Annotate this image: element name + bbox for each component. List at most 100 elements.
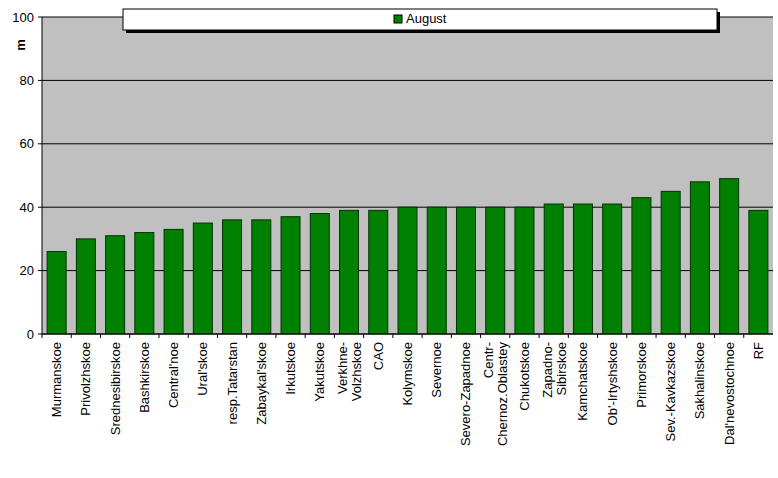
x-tick (626, 334, 627, 338)
bar (193, 223, 212, 334)
x-tick (100, 334, 101, 338)
y-tick (38, 17, 42, 18)
x-tick (363, 334, 364, 338)
grid-line (42, 334, 773, 335)
y-tick-label: 60 (20, 136, 34, 151)
x-tick-label: Zapadno-Sibirskoe (540, 342, 569, 398)
bar (398, 207, 417, 334)
x-tick-label: RF (751, 342, 766, 359)
x-tick-label: Severo-Zapadnoe (458, 342, 473, 446)
label-line: Zapadno- (540, 342, 555, 398)
x-tick (656, 334, 657, 338)
x-tick (568, 334, 569, 338)
x-tick-label: Primorskoe (634, 342, 649, 408)
x-tick-label: Centr-Chernoz.Oblastey (481, 342, 510, 447)
x-tick-label: Sev.-Kavkazskoe (663, 342, 678, 441)
bar (252, 220, 271, 334)
x-tick (539, 334, 540, 338)
y-axis (42, 17, 43, 334)
x-tick-label: Kamchatskoe (575, 342, 590, 421)
x-tick (334, 334, 335, 338)
y-axis-label: m (13, 39, 28, 51)
x-axis (42, 334, 773, 335)
y-tick (38, 143, 42, 144)
y-tick (38, 334, 42, 335)
x-tick (480, 334, 481, 338)
bar (661, 191, 680, 334)
x-tick-label: Dal'nevostochnoe (722, 342, 737, 445)
x-tick (246, 334, 247, 338)
x-tick-label: Ural'skoe (195, 342, 210, 396)
y-tick-label: 40 (20, 200, 34, 215)
x-tick (158, 334, 159, 338)
y-tick (38, 270, 42, 271)
x-tick-label: Ob'-Irtyshskoe (605, 342, 620, 425)
bar (310, 214, 329, 334)
x-tick-label: Bashkirskoe (137, 342, 152, 413)
x-tick (422, 334, 423, 338)
x-tick (597, 334, 598, 338)
x-tick-label: Privolzhskoe (78, 342, 93, 416)
x-tick-label: Severnoe (429, 342, 444, 398)
x-tick-label: Zabaykal'skoe (254, 342, 269, 425)
x-tick (685, 334, 686, 338)
x-tick (188, 334, 189, 338)
x-tick-label: CAO (371, 342, 386, 370)
x-tick (451, 334, 452, 338)
grid-line (42, 80, 773, 81)
bar (427, 207, 446, 334)
y-tick-label: 80 (20, 73, 34, 88)
label-line: Sibirskoe (554, 342, 569, 395)
bar (720, 179, 739, 334)
x-tick (305, 334, 306, 338)
x-tick-label: Irkutskoe (283, 342, 298, 395)
bar (456, 207, 475, 334)
grid-line (42, 143, 773, 144)
x-tick-label: Sakhalinskoe (692, 342, 707, 419)
bar (573, 204, 592, 334)
x-tick (509, 334, 510, 338)
x-tick (714, 334, 715, 338)
y-tick-label: 100 (12, 10, 34, 25)
bar (632, 198, 651, 334)
legend-label: August (406, 11, 447, 26)
bar (486, 207, 505, 334)
bar (47, 252, 66, 334)
label-line: Chernoz.Oblastey (495, 342, 510, 447)
y-tick (38, 207, 42, 208)
x-tick (743, 334, 744, 338)
bar (223, 220, 242, 334)
x-tick (217, 334, 218, 338)
bar (603, 204, 622, 334)
y-tick-label: 0 (27, 327, 34, 342)
bar (281, 217, 300, 334)
label-line: Verkhne- (335, 342, 350, 394)
legend-swatch (394, 15, 402, 23)
bar (106, 236, 125, 334)
x-tick (392, 334, 393, 338)
x-tick-label: resp.Tatarstan (225, 342, 240, 424)
x-tick-label: Chukotskoe (517, 342, 532, 411)
bar (135, 233, 154, 334)
x-tick (71, 334, 72, 338)
y-tick-label: 20 (20, 263, 34, 278)
x-tick (275, 334, 276, 338)
bar (369, 210, 388, 334)
bar (76, 239, 95, 334)
bar (544, 204, 563, 334)
y-tick (38, 80, 42, 81)
bar (690, 182, 709, 334)
legend (123, 9, 717, 30)
label-line: Centr- (481, 342, 496, 378)
label-line: Volzhskoe (349, 342, 364, 401)
x-tick-label: Srednesibirskoe (108, 342, 123, 435)
x-tick (129, 334, 130, 338)
bar (749, 210, 768, 334)
bar (164, 229, 183, 334)
x-tick-label: Murmanskoe (49, 342, 64, 417)
bars (47, 179, 768, 334)
x-tick-label: Yakutskoe (312, 342, 327, 402)
bar (515, 207, 534, 334)
x-tick-label: Kolymskoe (400, 342, 415, 406)
x-tick-label: Central'noe (166, 342, 181, 408)
